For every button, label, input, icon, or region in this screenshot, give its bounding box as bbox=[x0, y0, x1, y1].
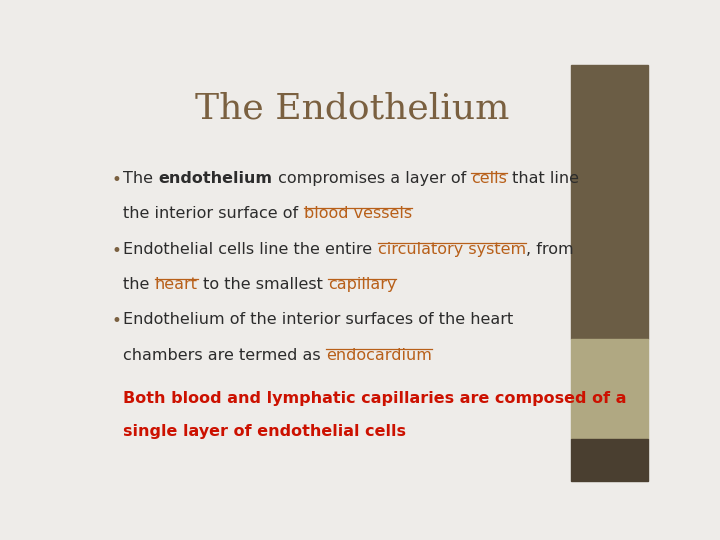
Text: , from: , from bbox=[526, 241, 574, 256]
Bar bbox=[571, 339, 648, 439]
Text: the interior surface of: the interior surface of bbox=[124, 206, 304, 221]
Text: Endothelial cells line the entire: Endothelial cells line the entire bbox=[124, 241, 378, 256]
Text: The Endothelium: The Endothelium bbox=[195, 92, 510, 126]
Text: •: • bbox=[111, 312, 121, 330]
Text: compromises a layer of: compromises a layer of bbox=[273, 171, 471, 186]
Text: single layer of endothelial cells: single layer of endothelial cells bbox=[124, 424, 407, 440]
Text: •: • bbox=[111, 241, 121, 260]
Bar bbox=[571, 65, 648, 339]
Bar bbox=[571, 439, 648, 481]
Text: circulatory system: circulatory system bbox=[378, 241, 526, 256]
Text: endocardium: endocardium bbox=[326, 348, 432, 362]
Text: capillary: capillary bbox=[328, 277, 397, 292]
Text: endothelium: endothelium bbox=[158, 171, 273, 186]
Text: the: the bbox=[124, 277, 155, 292]
Text: that line: that line bbox=[507, 171, 579, 186]
Text: •: • bbox=[111, 171, 121, 189]
Text: Endothelium of the interior surfaces of the heart: Endothelium of the interior surfaces of … bbox=[124, 312, 514, 327]
Text: The: The bbox=[124, 171, 158, 186]
Text: chambers are termed as: chambers are termed as bbox=[124, 348, 326, 362]
Text: heart: heart bbox=[155, 277, 198, 292]
Text: blood vessels: blood vessels bbox=[304, 206, 412, 221]
Text: Both blood and lymphatic capillaries are composed of a: Both blood and lymphatic capillaries are… bbox=[124, 391, 627, 406]
Text: cells: cells bbox=[471, 171, 507, 186]
Text: to the smallest: to the smallest bbox=[198, 277, 328, 292]
